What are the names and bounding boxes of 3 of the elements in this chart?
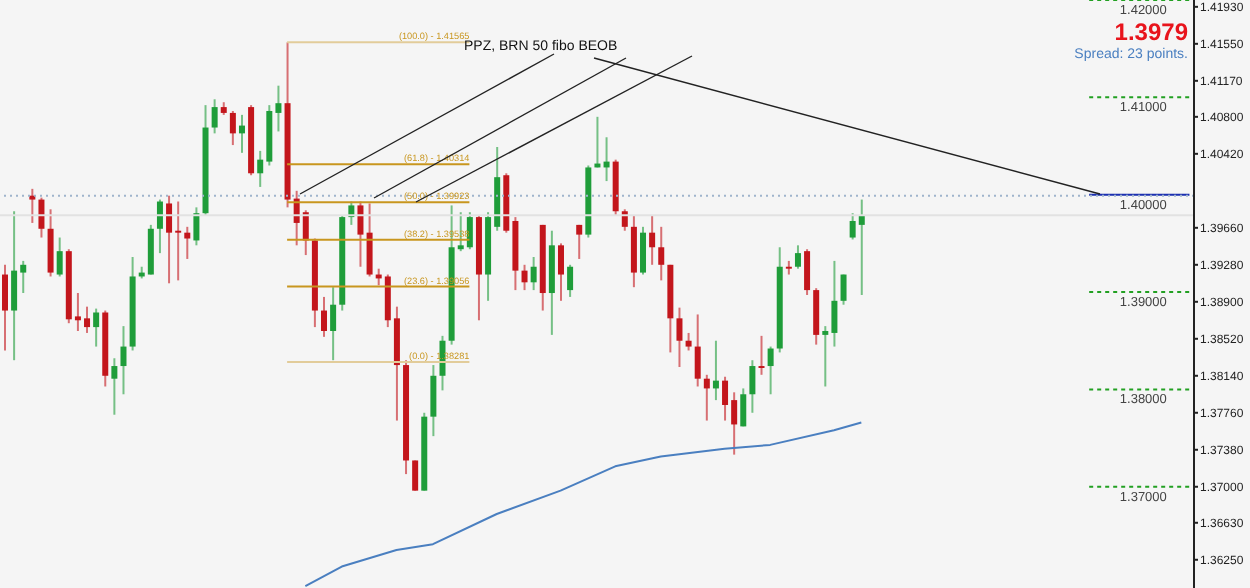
annotation: 1.3979 (1114, 18, 1189, 46)
candlestick (412, 459, 419, 492)
line-series (304, 421, 863, 588)
